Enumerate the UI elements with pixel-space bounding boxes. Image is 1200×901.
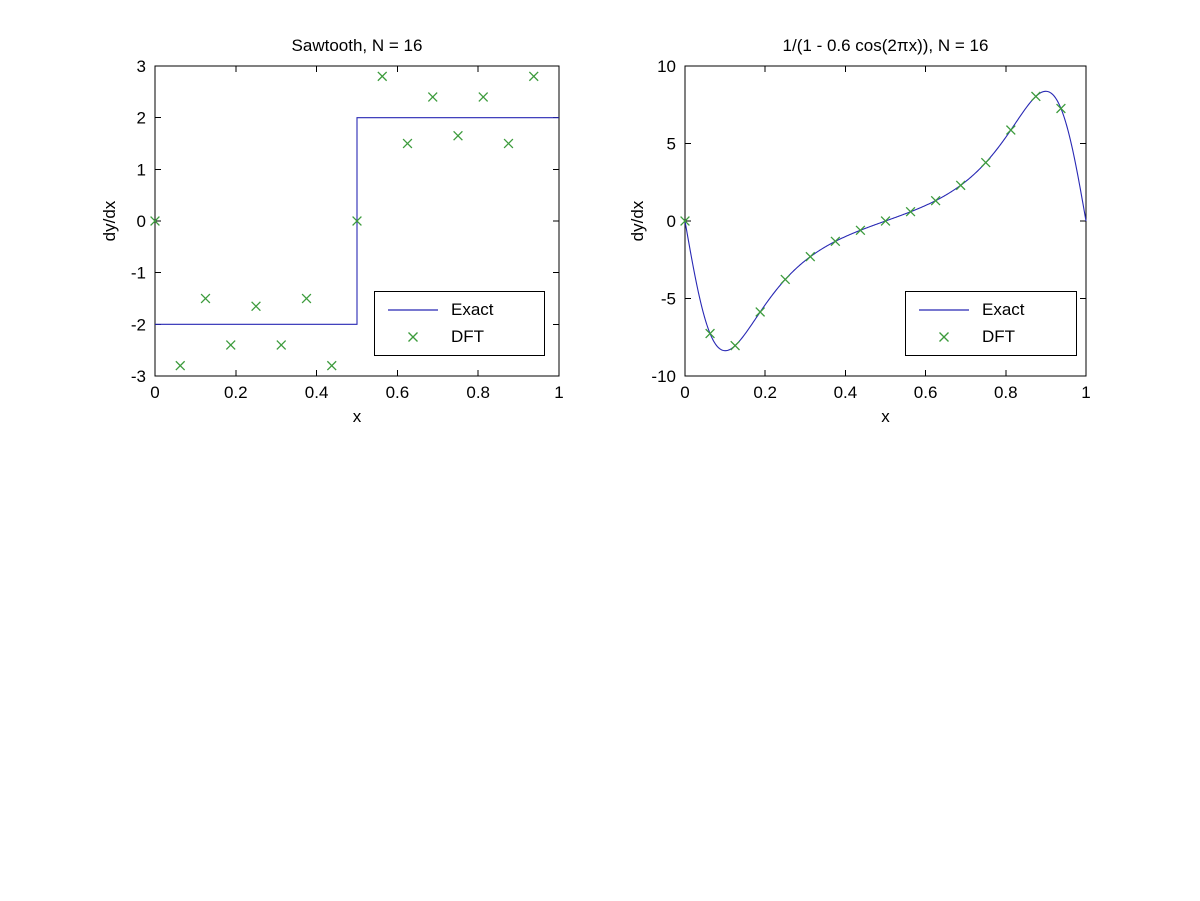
dft-marker-sample xyxy=(939,332,949,342)
x-marker xyxy=(478,92,489,102)
x-marker xyxy=(1031,91,1041,102)
dft-markers xyxy=(150,71,539,371)
y-tick-label: 5 xyxy=(667,135,676,154)
y-tick-label: 0 xyxy=(137,212,146,231)
x-marker xyxy=(453,130,463,141)
x-marker xyxy=(301,293,312,304)
legend-entry-exact: Exact xyxy=(906,297,1076,324)
left-legend: Exact DFT xyxy=(374,291,545,356)
x-tick-label: 0.6 xyxy=(914,383,938,402)
right-xaxis-label: x xyxy=(881,407,890,426)
legend-entry-dft: DFT xyxy=(375,324,544,351)
legend-dft-label: DFT xyxy=(982,327,1016,346)
y-tick-label: 3 xyxy=(137,57,146,76)
x-tick-label: 0.4 xyxy=(305,383,329,402)
x-tick-label: 0.6 xyxy=(386,383,410,402)
legend-exact-label: Exact xyxy=(982,300,1025,319)
x-marker xyxy=(427,92,438,102)
right-yaxis-label: dy/dx xyxy=(628,200,647,242)
left-yaxis-label: dy/dx xyxy=(100,200,119,242)
y-tick-label: -5 xyxy=(661,290,676,309)
x-tick-label: 1 xyxy=(554,383,563,402)
x-tick-label: 1 xyxy=(1081,383,1090,402)
x-marker xyxy=(830,236,841,247)
dft-marker-sample xyxy=(408,332,418,342)
x-tick-label: 0 xyxy=(680,383,689,402)
right-chart-title: 1/(1 - 0.6 cos(2πx)), N = 16 xyxy=(782,36,989,55)
x-marker xyxy=(352,216,362,226)
x-marker xyxy=(1005,125,1016,135)
y-tick-label: 2 xyxy=(137,109,146,128)
y-tick-label: -1 xyxy=(131,264,146,283)
y-tick-label: -2 xyxy=(131,315,146,334)
x-marker xyxy=(150,216,160,226)
x-marker xyxy=(905,206,916,217)
x-marker xyxy=(1056,103,1066,114)
x-marker xyxy=(175,360,186,371)
x-marker xyxy=(805,251,816,262)
x-marker xyxy=(705,328,715,339)
x-marker xyxy=(225,340,236,350)
x-marker xyxy=(680,216,690,226)
x-marker xyxy=(402,138,413,149)
dft-markers xyxy=(680,91,1066,351)
x-tick-label: 0.2 xyxy=(224,383,248,402)
x-marker xyxy=(251,301,261,312)
exact-line-swatch-icon xyxy=(919,309,969,311)
x-marker xyxy=(200,293,211,304)
right-legend: Exact DFT xyxy=(905,291,1077,356)
x-marker xyxy=(880,216,891,226)
x-tick-label: 0.8 xyxy=(466,383,490,402)
y-tick-label: 0 xyxy=(667,212,676,231)
dft-x-marker-swatch-icon xyxy=(408,332,418,342)
x-tick-label: 0.4 xyxy=(834,383,858,402)
y-tick-label: 10 xyxy=(657,57,676,76)
y-tick-label: -3 xyxy=(131,367,146,386)
x-marker xyxy=(980,157,991,168)
legend-entry-dft: DFT xyxy=(906,324,1076,351)
x-tick-label: 0 xyxy=(150,383,159,402)
legend-exact-label: Exact xyxy=(451,300,494,319)
y-tick-label: 1 xyxy=(137,160,146,179)
x-tick-label: 0.2 xyxy=(753,383,777,402)
x-tick-label: 0.8 xyxy=(994,383,1018,402)
x-marker xyxy=(780,274,791,285)
x-marker xyxy=(930,195,941,206)
x-marker xyxy=(730,340,740,351)
x-marker xyxy=(855,225,866,236)
left-chart-title: Sawtooth, N = 16 xyxy=(291,36,423,55)
legend-dft-label: DFT xyxy=(451,327,485,346)
x-marker xyxy=(276,340,287,350)
x-marker xyxy=(377,71,388,82)
y-tick-label: -10 xyxy=(651,367,676,386)
legend-entry-exact: Exact xyxy=(375,297,544,324)
x-marker xyxy=(326,360,337,371)
x-marker xyxy=(528,71,539,82)
cosine-chart: 0 0.2 0.4 0.6 0.8 1 -10 -5 0 5 10 xyxy=(651,57,1090,402)
x-marker xyxy=(503,138,514,149)
x-marker xyxy=(755,307,766,317)
left-xaxis-label: x xyxy=(352,407,362,426)
dft-x-marker-swatch-icon xyxy=(939,332,949,342)
sawtooth-chart: 0 0.2 0.4 0.6 0.8 1 -3 -2 -1 0 1 2 3 xyxy=(131,57,564,402)
x-marker xyxy=(955,180,966,191)
exact-line-swatch-icon xyxy=(388,309,438,311)
